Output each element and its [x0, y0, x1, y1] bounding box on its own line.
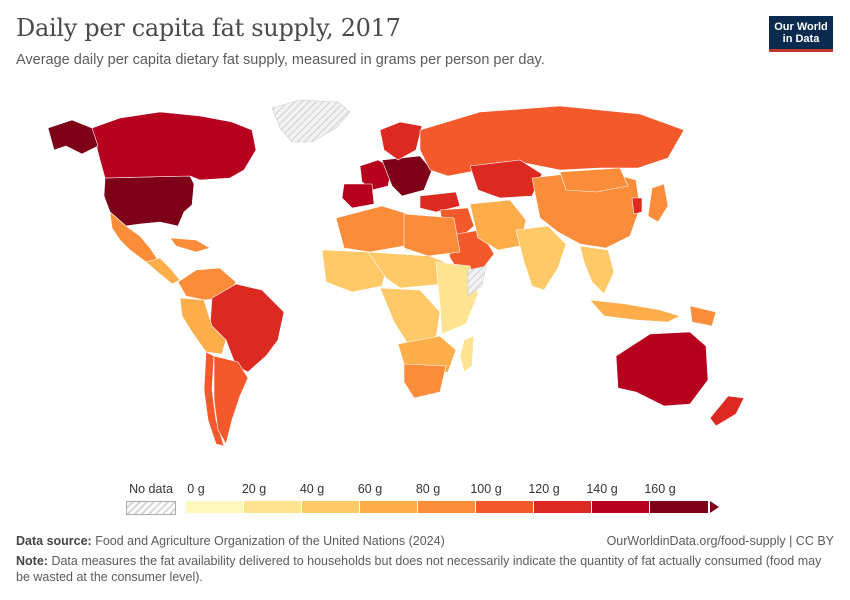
region-peru-bolivia[interactable]: [179, 297, 227, 355]
owid-logo[interactable]: Our World in Data: [769, 16, 833, 52]
region-south-korea[interactable]: [631, 197, 643, 215]
data-source-label: Data source:: [16, 534, 92, 548]
legend-scale: 0 g 20 g 40 g 60 g 80 g 100 g 120 g 140 …: [186, 482, 726, 522]
chart-title: Daily per capita fat supply, 2017: [16, 14, 401, 42]
region-madagascar[interactable]: [459, 335, 475, 373]
region-north-africa[interactable]: [335, 205, 409, 253]
region-east-africa[interactable]: [435, 261, 479, 335]
region-caribbean[interactable]: [169, 237, 211, 253]
data-source: Data source: Food and Agriculture Organi…: [16, 534, 445, 548]
legend-bin: [534, 501, 592, 513]
region-canada[interactable]: [91, 111, 257, 181]
note-text: Data measures the fat availability deliv…: [16, 554, 822, 584]
legend-arrow-icon: [710, 501, 719, 513]
legend-tick: 60 g: [357, 482, 383, 496]
legend-tick: 0 g: [187, 482, 205, 496]
region-central-africa[interactable]: [379, 287, 441, 345]
region-papua-new-guinea[interactable]: [689, 305, 717, 327]
region-new-zealand[interactable]: [709, 395, 745, 427]
region-argentina[interactable]: [213, 355, 249, 445]
legend-bin: [302, 501, 360, 513]
region-russia[interactable]: [419, 105, 685, 177]
chart-subtitle: Average daily per capita dietary fat sup…: [16, 52, 545, 68]
region-alaska[interactable]: [47, 119, 99, 155]
legend-tick: 80 g: [415, 482, 441, 496]
region-central-america[interactable]: [145, 257, 181, 285]
region-united-states[interactable]: [103, 175, 195, 227]
legend-no-data: No data: [126, 482, 176, 515]
region-japan[interactable]: [647, 183, 669, 223]
legend-tick: 100 g: [470, 482, 502, 496]
legend-bin: [360, 501, 418, 513]
legend-no-data-label: No data: [129, 482, 173, 496]
region-libya-egypt[interactable]: [403, 213, 461, 257]
region-turkey[interactable]: [419, 191, 461, 213]
legend-bin: [592, 501, 650, 513]
region-iberia[interactable]: [341, 183, 375, 209]
legend-bin: [418, 501, 476, 513]
legend-bins: [186, 501, 708, 513]
chart-note: Note: Data measures the fat availability…: [16, 553, 826, 585]
region-central-europe[interactable]: [381, 155, 433, 197]
note-label: Note:: [16, 554, 48, 568]
region-southeast-asia[interactable]: [579, 245, 615, 295]
legend-bin: [186, 501, 244, 513]
legend-bin: [244, 501, 302, 513]
region-india[interactable]: [515, 225, 567, 291]
region-greenland[interactable]: [271, 99, 351, 143]
region-somalia[interactable]: [467, 265, 487, 297]
legend-bin: [476, 501, 534, 513]
region-chile[interactable]: [203, 351, 225, 447]
footer-url-link[interactable]: OurWorldinData.org/food-supply | CC BY: [606, 534, 834, 548]
region-western-europe[interactable]: [359, 159, 393, 191]
data-source-text: Food and Agriculture Organization of the…: [95, 534, 445, 548]
logo-line-2: in Data: [782, 33, 820, 45]
legend-tick: 40 g: [299, 482, 325, 496]
world-map[interactable]: [0, 92, 850, 477]
region-australia[interactable]: [615, 331, 709, 407]
legend-tick: 20 g: [241, 482, 267, 496]
legend-tick: 160 g: [644, 482, 676, 496]
legend-no-data-swatch: [126, 501, 176, 515]
logo-line-1: Our World: [774, 21, 828, 33]
legend-tick: 140 g: [586, 482, 618, 496]
region-mongolia[interactable]: [559, 167, 629, 193]
region-south-africa[interactable]: [403, 363, 447, 399]
legend-bin: [650, 501, 708, 513]
region-kazakhstan[interactable]: [469, 159, 543, 199]
region-indonesia[interactable]: [589, 299, 681, 323]
legend-tick: 120 g: [528, 482, 560, 496]
region-scandinavia[interactable]: [379, 121, 423, 161]
